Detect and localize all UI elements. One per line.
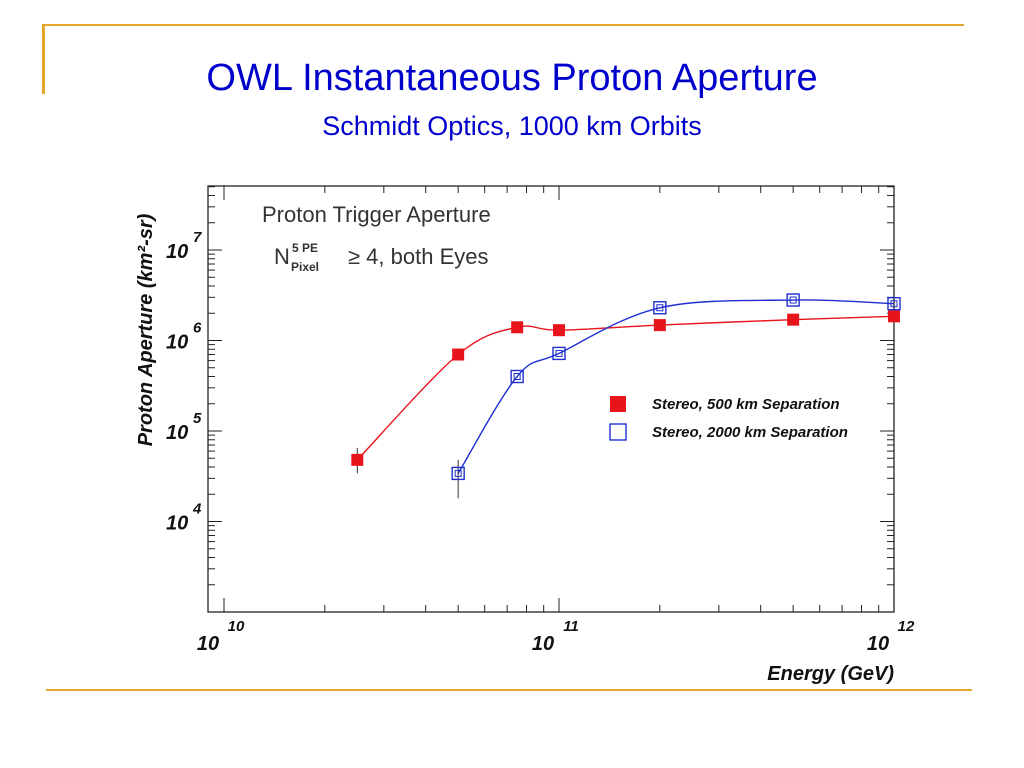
- data-point-blue: [510, 369, 524, 384]
- y-tick-label: 10: [166, 513, 188, 535]
- annotation-n-symbol: N: [274, 244, 290, 269]
- annotation-superscript: 5 PE: [292, 241, 318, 255]
- slide-subtitle: Schmidt Optics, 1000 km Orbits: [322, 111, 702, 141]
- legend-marker-red: [610, 396, 626, 412]
- data-point-red: [653, 319, 666, 332]
- data-point-blue: [552, 346, 566, 361]
- y-tick-label-exponent: 5: [193, 410, 202, 427]
- y-tick-label: 10: [166, 332, 188, 354]
- slide-title: OWL Instantaneous Proton Aperture: [206, 57, 818, 99]
- x-tick-label: 10: [532, 633, 554, 655]
- x-tick-label: 10: [197, 633, 219, 655]
- bottom-accent-line: [46, 689, 972, 691]
- data-point-blue-inner: [890, 300, 898, 308]
- legend-marker-blue: [609, 423, 627, 441]
- legend-label-1: Stereo, 500 km Separation: [652, 396, 840, 413]
- x-axis-title: Energy (GeV): [767, 663, 894, 685]
- y-axis-title: Proton Aperture (km²-sr): [135, 213, 157, 446]
- y-tick-label-exponent: 4: [192, 501, 202, 518]
- data-point-blue-inner: [513, 373, 521, 381]
- data-point-red: [351, 453, 364, 466]
- x-tick-label-exponent: 10: [228, 618, 245, 635]
- data-point-red: [553, 324, 565, 337]
- y-tick-label-exponent: 6: [193, 320, 202, 337]
- x-tick-label-exponent: 11: [563, 618, 579, 635]
- annotation-line-1: Proton Trigger Aperture: [262, 202, 491, 227]
- x-tick-label-exponent: 12: [898, 618, 915, 635]
- data-point-blue: [653, 301, 667, 315]
- data-point-red: [511, 321, 524, 334]
- data-point-red: [888, 310, 900, 323]
- series-curve-2: [457, 299, 895, 474]
- legend-label-2: Stereo, 2000 km Separation: [652, 424, 848, 441]
- annotation-subscript: Pixel: [291, 260, 319, 274]
- data-point-red: [787, 313, 800, 326]
- data-point-blue: [451, 466, 465, 481]
- data-point-blue-inner: [656, 304, 664, 312]
- data-point-blue-inner: [454, 469, 462, 477]
- data-point-blue-inner: [789, 296, 797, 304]
- left-accent-line: [42, 26, 45, 94]
- data-point-blue: [887, 297, 901, 311]
- annotation-condition: ≥ 4, both Eyes: [348, 244, 489, 269]
- data-point-blue: [786, 293, 800, 307]
- y-tick-label: 10: [166, 422, 188, 444]
- y-tick-label-exponent: 7: [193, 229, 202, 246]
- data-point-red: [452, 348, 465, 361]
- top-accent-line: [42, 24, 964, 26]
- y-tick-label: 10: [166, 241, 188, 263]
- data-point-blue-inner: [555, 349, 563, 357]
- x-tick-label: 10: [867, 633, 889, 655]
- plot-frame: [207, 185, 895, 613]
